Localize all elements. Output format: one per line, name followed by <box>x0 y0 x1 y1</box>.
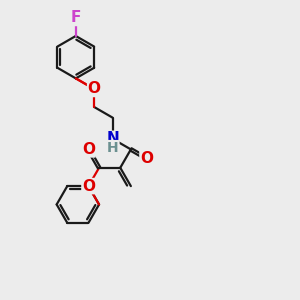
Text: N: N <box>106 131 119 146</box>
Text: O: O <box>140 151 153 166</box>
Text: O: O <box>88 82 100 97</box>
Text: F: F <box>70 11 81 26</box>
Text: O: O <box>82 142 95 157</box>
Text: O: O <box>82 178 95 194</box>
Text: H: H <box>107 141 118 154</box>
